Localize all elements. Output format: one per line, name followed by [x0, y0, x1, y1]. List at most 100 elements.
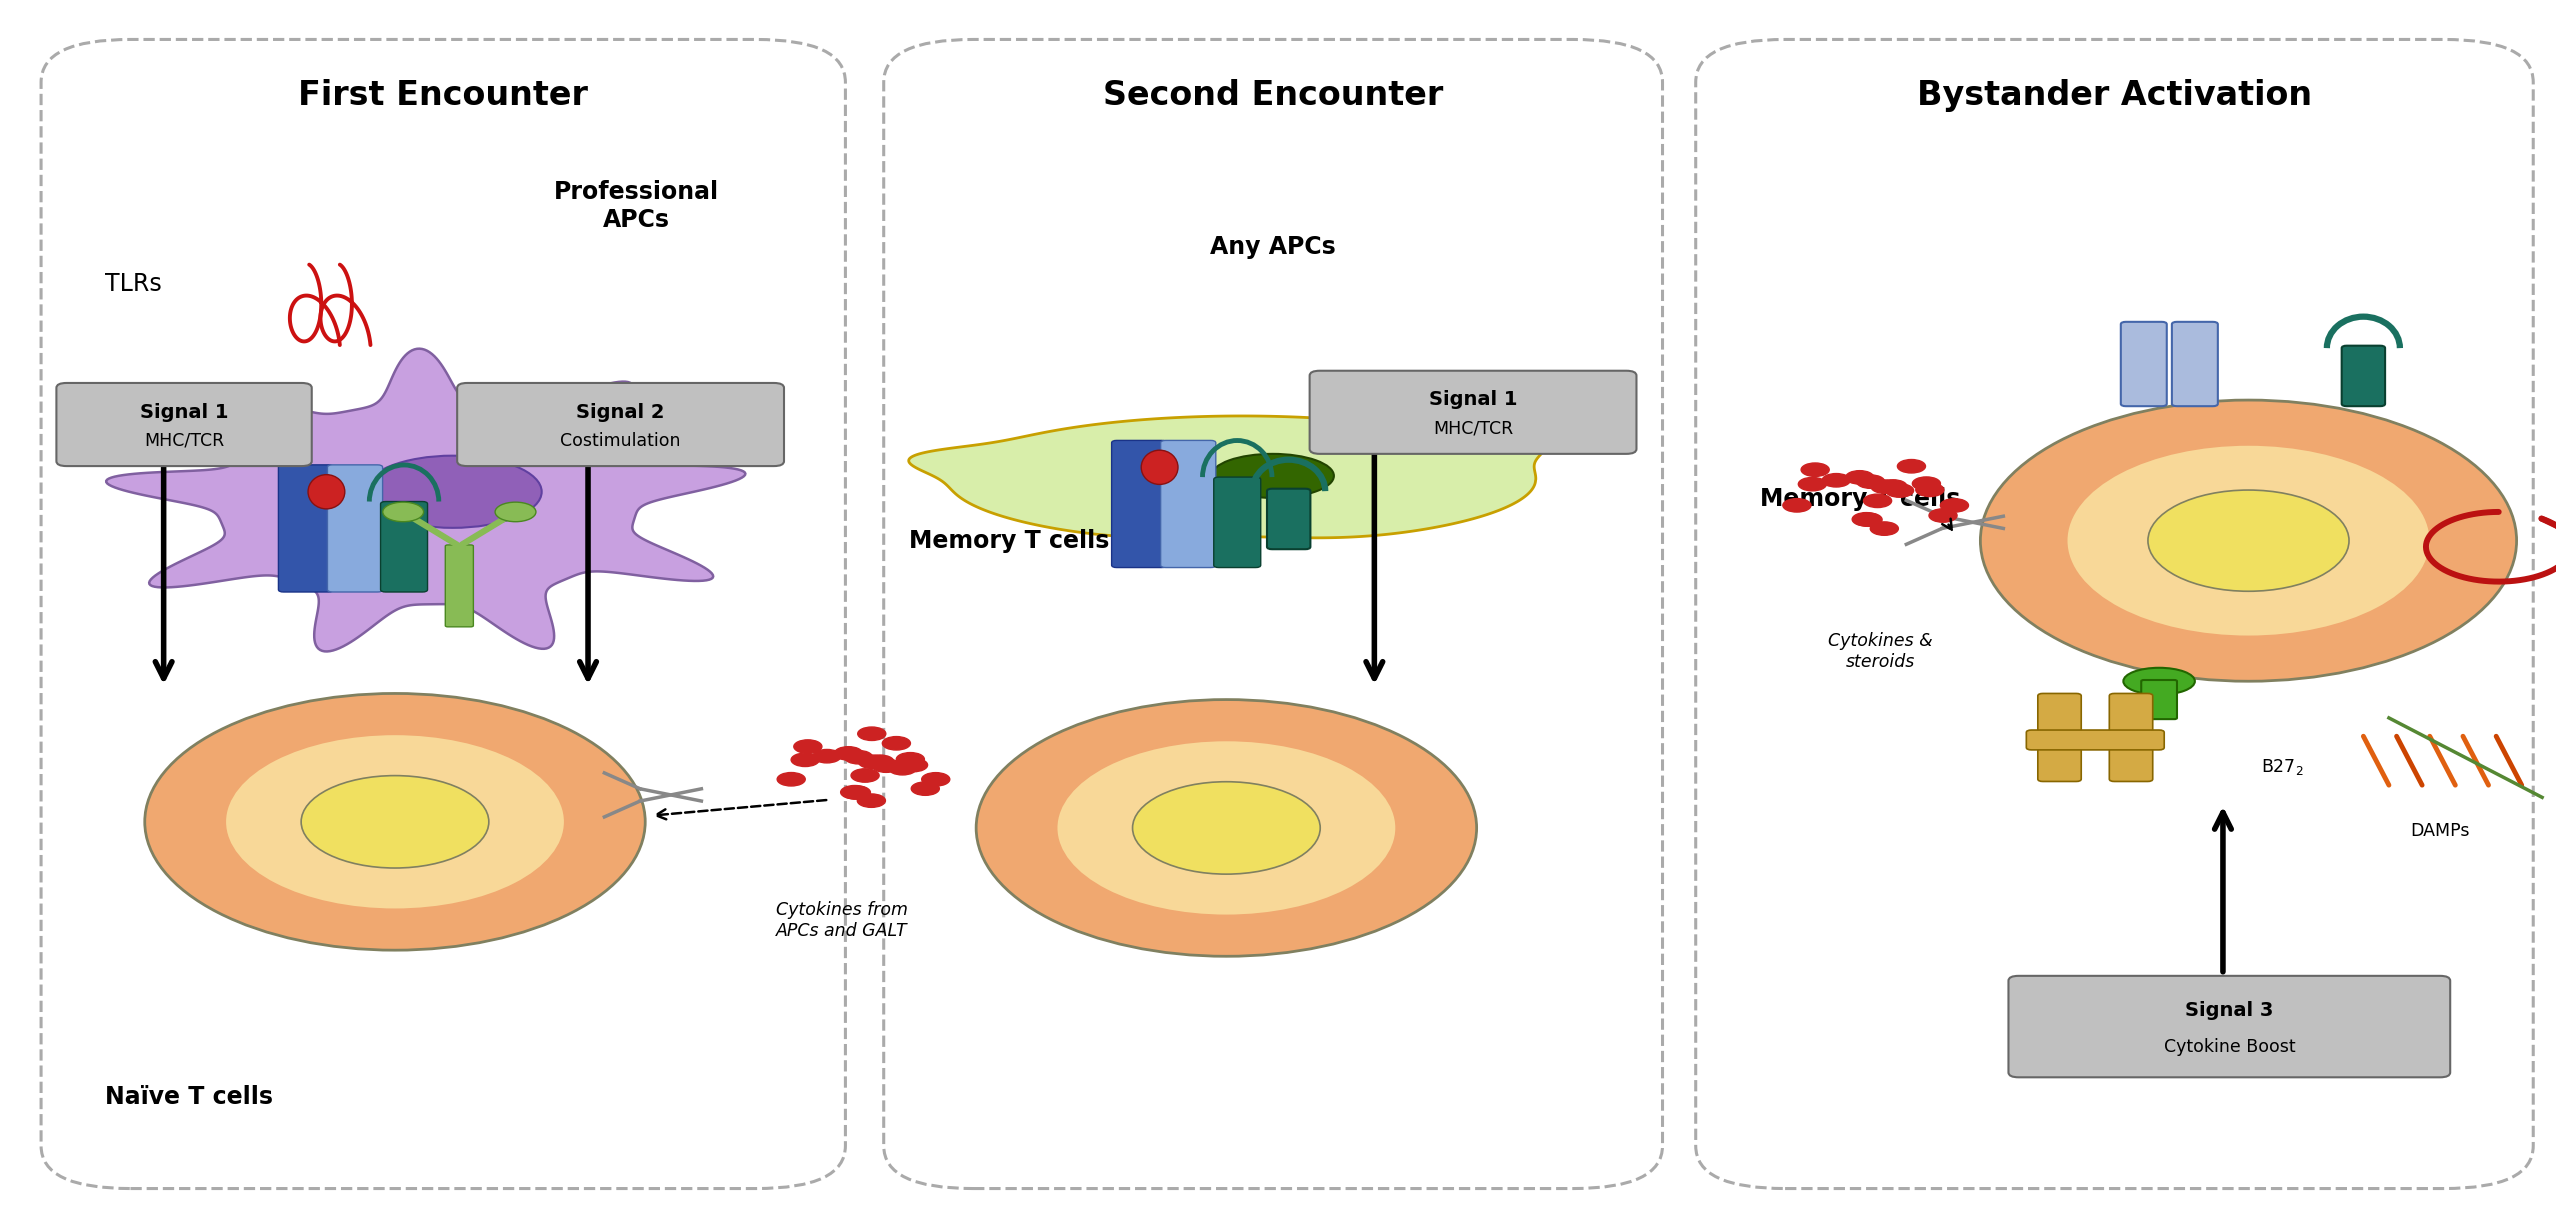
- Circle shape: [494, 502, 535, 522]
- Text: MHC/TCR: MHC/TCR: [143, 432, 225, 449]
- Circle shape: [1878, 480, 1906, 494]
- FancyBboxPatch shape: [1310, 371, 1635, 454]
- FancyBboxPatch shape: [445, 545, 473, 626]
- Text: B27$_2$: B27$_2$: [2262, 756, 2303, 777]
- Text: Cytokines &
steroids: Cytokines & steroids: [1827, 632, 1932, 672]
- Text: Signal 2: Signal 2: [576, 403, 665, 421]
- Circle shape: [844, 750, 873, 764]
- Text: Signal 1: Signal 1: [1428, 391, 1517, 409]
- Text: Memory T cells: Memory T cells: [908, 528, 1111, 553]
- FancyBboxPatch shape: [1267, 489, 1310, 549]
- FancyBboxPatch shape: [2109, 694, 2152, 781]
- FancyBboxPatch shape: [2341, 345, 2385, 406]
- Text: Signal 3: Signal 3: [2185, 1002, 2272, 1020]
- Circle shape: [1871, 480, 1899, 494]
- Text: TLRs: TLRs: [105, 271, 161, 296]
- Circle shape: [842, 786, 870, 799]
- Circle shape: [857, 727, 885, 740]
- Circle shape: [791, 753, 819, 766]
- Text: Cytokine Boost: Cytokine Boost: [2162, 1038, 2295, 1056]
- Text: First Encounter: First Encounter: [299, 79, 589, 112]
- Ellipse shape: [225, 736, 563, 909]
- FancyArrowPatch shape: [404, 513, 458, 545]
- Circle shape: [1822, 474, 1850, 488]
- Circle shape: [896, 753, 924, 766]
- Text: Cytokines from
APCs and GALT: Cytokines from APCs and GALT: [775, 901, 908, 941]
- FancyBboxPatch shape: [2121, 322, 2167, 406]
- FancyBboxPatch shape: [41, 39, 844, 1189]
- FancyBboxPatch shape: [56, 383, 312, 467]
- Circle shape: [1784, 499, 1812, 512]
- Ellipse shape: [1210, 454, 1333, 497]
- Ellipse shape: [1981, 400, 2515, 682]
- Polygon shape: [908, 416, 1548, 538]
- FancyBboxPatch shape: [1697, 39, 2533, 1189]
- Circle shape: [1917, 483, 1945, 496]
- FancyArrowPatch shape: [461, 513, 514, 545]
- FancyBboxPatch shape: [458, 383, 783, 467]
- Circle shape: [857, 795, 885, 807]
- Text: Signal 1: Signal 1: [141, 403, 228, 421]
- Ellipse shape: [307, 475, 345, 508]
- Text: Memory T cells: Memory T cells: [1761, 488, 1960, 511]
- Circle shape: [842, 786, 868, 799]
- Circle shape: [1845, 470, 1873, 484]
- Circle shape: [814, 749, 842, 763]
- Ellipse shape: [363, 456, 543, 528]
- Text: Second Encounter: Second Encounter: [1103, 79, 1443, 112]
- Polygon shape: [107, 349, 745, 652]
- Circle shape: [898, 759, 926, 771]
- Circle shape: [1929, 508, 1958, 522]
- FancyBboxPatch shape: [381, 501, 427, 592]
- FancyBboxPatch shape: [328, 465, 384, 592]
- Circle shape: [852, 769, 880, 782]
- Ellipse shape: [1134, 782, 1320, 874]
- Circle shape: [1871, 522, 1899, 535]
- Ellipse shape: [1057, 742, 1395, 915]
- Circle shape: [778, 772, 806, 786]
- Circle shape: [1858, 475, 1883, 489]
- Circle shape: [1802, 463, 1830, 476]
- Circle shape: [1799, 478, 1827, 491]
- FancyBboxPatch shape: [2142, 680, 2178, 720]
- Circle shape: [793, 739, 821, 753]
- Circle shape: [921, 772, 949, 786]
- Circle shape: [857, 755, 885, 769]
- Circle shape: [865, 755, 893, 769]
- Circle shape: [1853, 512, 1881, 526]
- Circle shape: [883, 737, 911, 750]
- Ellipse shape: [1141, 451, 1177, 484]
- Ellipse shape: [302, 776, 489, 868]
- FancyBboxPatch shape: [2173, 322, 2219, 406]
- Circle shape: [834, 747, 862, 760]
- Text: MHC/TCR: MHC/TCR: [1433, 420, 1512, 437]
- Text: Naïve T cells: Naïve T cells: [105, 1084, 274, 1109]
- Circle shape: [1940, 499, 1968, 512]
- Text: Costimulation: Costimulation: [560, 432, 681, 449]
- Circle shape: [911, 782, 939, 796]
- FancyBboxPatch shape: [279, 465, 333, 592]
- Circle shape: [888, 761, 916, 775]
- FancyBboxPatch shape: [2037, 694, 2080, 781]
- FancyBboxPatch shape: [1213, 478, 1262, 567]
- Ellipse shape: [975, 700, 1477, 957]
- Text: Any APCs: Any APCs: [1210, 235, 1336, 259]
- Circle shape: [873, 759, 901, 772]
- Ellipse shape: [146, 694, 645, 950]
- Circle shape: [1855, 513, 1881, 527]
- Text: Professional
APCs: Professional APCs: [553, 181, 719, 232]
- FancyBboxPatch shape: [1111, 441, 1167, 567]
- FancyBboxPatch shape: [883, 39, 1663, 1189]
- Circle shape: [1863, 494, 1891, 507]
- Ellipse shape: [2124, 668, 2196, 695]
- FancyBboxPatch shape: [2009, 976, 2449, 1077]
- Text: Bystander Activation: Bystander Activation: [1917, 79, 2311, 112]
- Circle shape: [1886, 484, 1914, 497]
- FancyBboxPatch shape: [1162, 441, 1216, 567]
- Ellipse shape: [2068, 446, 2428, 636]
- Circle shape: [1912, 476, 1940, 490]
- FancyBboxPatch shape: [2027, 729, 2165, 750]
- Circle shape: [384, 502, 425, 522]
- Text: DAMPs: DAMPs: [2411, 822, 2469, 840]
- Ellipse shape: [2147, 490, 2349, 591]
